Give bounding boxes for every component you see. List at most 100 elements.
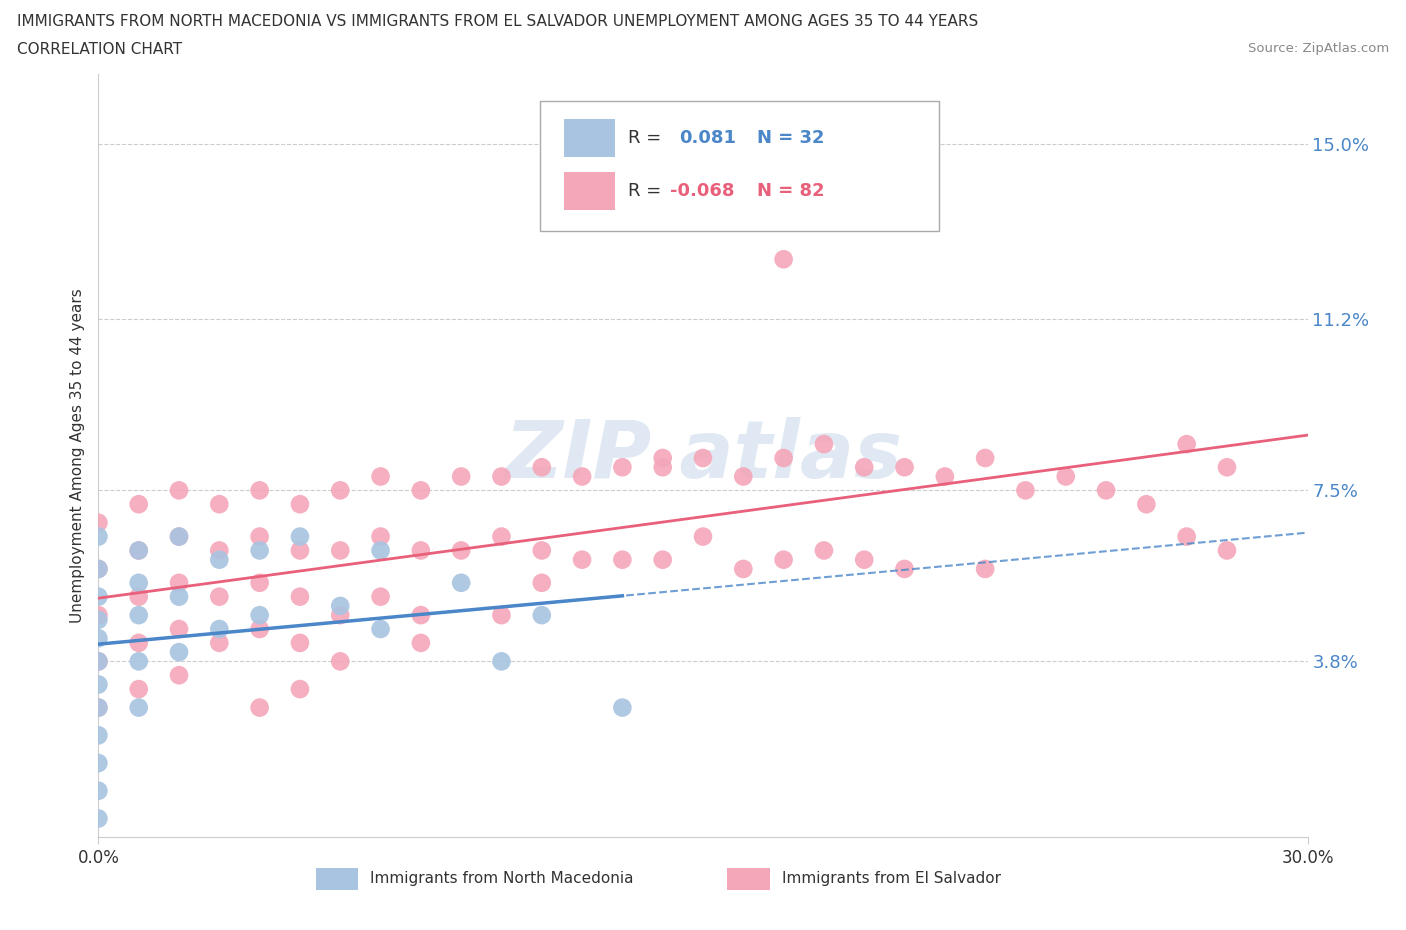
- Point: [87, 677, 110, 692]
- FancyBboxPatch shape: [540, 101, 939, 231]
- Point: [491, 654, 513, 669]
- Point: [249, 621, 271, 636]
- Point: [772, 252, 794, 267]
- Point: [934, 469, 956, 484]
- Point: [450, 469, 472, 484]
- Point: [167, 644, 190, 659]
- Point: [87, 700, 110, 715]
- FancyBboxPatch shape: [727, 868, 769, 890]
- Point: [370, 543, 392, 558]
- Point: [208, 497, 231, 512]
- Point: [87, 529, 110, 544]
- Point: [1216, 543, 1239, 558]
- Text: IMMIGRANTS FROM NORTH MACEDONIA VS IMMIGRANTS FROM EL SALVADOR UNEMPLOYMENT AMON: IMMIGRANTS FROM NORTH MACEDONIA VS IMMIG…: [17, 14, 979, 29]
- Point: [813, 437, 835, 452]
- Point: [167, 483, 190, 498]
- Point: [87, 811, 110, 826]
- Point: [329, 599, 352, 614]
- Text: ZIP atlas: ZIP atlas: [503, 417, 903, 495]
- Point: [1135, 497, 1157, 512]
- Point: [87, 590, 110, 604]
- Point: [208, 590, 231, 604]
- Point: [288, 682, 311, 697]
- Point: [612, 552, 634, 567]
- Point: [813, 543, 835, 558]
- Point: [128, 590, 150, 604]
- Point: [409, 543, 432, 558]
- Point: [733, 469, 755, 484]
- Point: [612, 459, 634, 474]
- Point: [128, 497, 150, 512]
- Point: [974, 562, 997, 577]
- Point: [772, 450, 794, 465]
- Point: [208, 635, 231, 650]
- Point: [87, 631, 110, 645]
- Point: [329, 654, 352, 669]
- Point: [370, 621, 392, 636]
- Point: [288, 497, 311, 512]
- Point: [87, 612, 110, 627]
- Point: [128, 635, 150, 650]
- Point: [370, 469, 392, 484]
- Point: [370, 529, 392, 544]
- Point: [128, 543, 150, 558]
- Point: [1175, 437, 1198, 452]
- Point: [87, 783, 110, 798]
- Point: [249, 543, 271, 558]
- Point: [329, 543, 352, 558]
- Point: [893, 459, 915, 474]
- Point: [491, 469, 513, 484]
- Point: [167, 529, 190, 544]
- Text: R =: R =: [628, 182, 666, 200]
- Point: [128, 607, 150, 622]
- FancyBboxPatch shape: [564, 119, 614, 157]
- Text: CORRELATION CHART: CORRELATION CHART: [17, 42, 181, 57]
- Point: [128, 654, 150, 669]
- Point: [651, 450, 673, 465]
- Point: [87, 562, 110, 577]
- Point: [571, 469, 593, 484]
- Point: [853, 552, 876, 567]
- Point: [450, 576, 472, 591]
- Text: Immigrants from El Salvador: Immigrants from El Salvador: [782, 871, 1001, 886]
- Point: [893, 206, 915, 220]
- Point: [128, 576, 150, 591]
- Point: [208, 552, 231, 567]
- Point: [692, 529, 714, 544]
- Point: [530, 607, 553, 622]
- Point: [167, 668, 190, 683]
- FancyBboxPatch shape: [564, 172, 614, 210]
- Point: [288, 543, 311, 558]
- Point: [651, 459, 673, 474]
- Point: [1175, 529, 1198, 544]
- Point: [974, 450, 997, 465]
- Point: [208, 543, 231, 558]
- Point: [167, 529, 190, 544]
- Point: [853, 459, 876, 474]
- Text: R =: R =: [628, 128, 666, 147]
- Point: [530, 576, 553, 591]
- Point: [450, 543, 472, 558]
- Point: [651, 552, 673, 567]
- Point: [87, 728, 110, 743]
- Point: [409, 635, 432, 650]
- Point: [530, 459, 553, 474]
- Point: [571, 552, 593, 567]
- Text: Immigrants from North Macedonia: Immigrants from North Macedonia: [371, 871, 634, 886]
- Point: [288, 529, 311, 544]
- Point: [87, 654, 110, 669]
- Point: [288, 590, 311, 604]
- Point: [249, 576, 271, 591]
- Point: [208, 621, 231, 636]
- Point: [409, 607, 432, 622]
- Point: [167, 590, 190, 604]
- Point: [128, 700, 150, 715]
- Point: [1095, 483, 1118, 498]
- Point: [893, 562, 915, 577]
- Point: [370, 590, 392, 604]
- Point: [128, 543, 150, 558]
- Point: [87, 562, 110, 577]
- Point: [249, 607, 271, 622]
- Point: [288, 635, 311, 650]
- Point: [409, 483, 432, 498]
